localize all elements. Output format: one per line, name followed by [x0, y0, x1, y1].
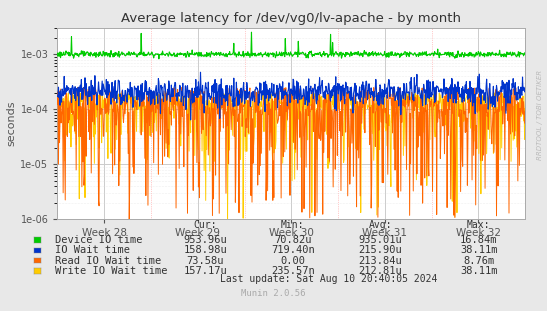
- Text: 935.01u: 935.01u: [358, 235, 402, 245]
- Text: 215.90u: 215.90u: [358, 245, 402, 255]
- Text: Munin 2.0.56: Munin 2.0.56: [241, 289, 306, 298]
- Text: Avg:: Avg:: [369, 220, 392, 230]
- Title: Average latency for /dev/vg0/lv-apache - by month: Average latency for /dev/vg0/lv-apache -…: [121, 12, 461, 26]
- Text: RRDTOOL / TOBI OETIKER: RRDTOOL / TOBI OETIKER: [537, 70, 543, 160]
- Text: 38.11m: 38.11m: [460, 245, 497, 255]
- Y-axis label: seconds: seconds: [6, 101, 16, 146]
- Text: 953.96u: 953.96u: [183, 235, 227, 245]
- Text: 158.98u: 158.98u: [183, 245, 227, 255]
- Text: Last update: Sat Aug 10 20:40:05 2024: Last update: Sat Aug 10 20:40:05 2024: [219, 274, 437, 284]
- Text: Write IO Wait time: Write IO Wait time: [55, 266, 167, 276]
- Text: Read IO Wait time: Read IO Wait time: [55, 256, 161, 266]
- Text: 38.11m: 38.11m: [460, 266, 497, 276]
- Text: 16.84m: 16.84m: [460, 235, 497, 245]
- Text: 157.17u: 157.17u: [183, 266, 227, 276]
- Text: Cur:: Cur:: [194, 220, 217, 230]
- Text: 0.00: 0.00: [280, 256, 305, 266]
- Text: 235.57n: 235.57n: [271, 266, 315, 276]
- Text: 8.76m: 8.76m: [463, 256, 494, 266]
- Text: 212.81u: 212.81u: [358, 266, 402, 276]
- Text: 719.40n: 719.40n: [271, 245, 315, 255]
- Text: 73.58u: 73.58u: [187, 256, 224, 266]
- Text: 213.84u: 213.84u: [358, 256, 402, 266]
- Text: IO Wait time: IO Wait time: [55, 245, 130, 255]
- Text: Max:: Max:: [467, 220, 490, 230]
- Text: Device IO time: Device IO time: [55, 235, 142, 245]
- Text: Min:: Min:: [281, 220, 304, 230]
- Text: 70.82u: 70.82u: [274, 235, 311, 245]
